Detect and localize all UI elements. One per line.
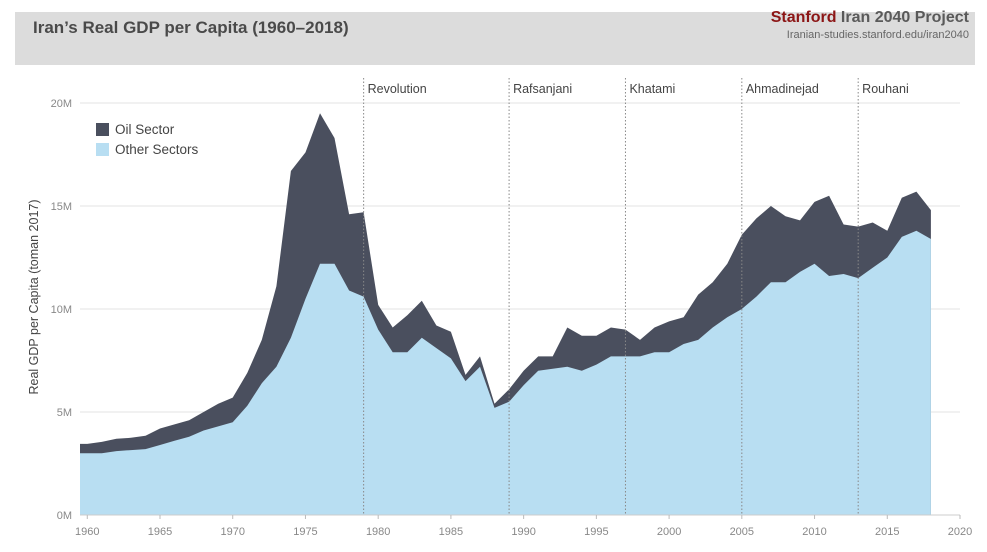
x-tick-label: 1990 <box>511 526 535 538</box>
x-tick-label: 1980 <box>366 526 390 538</box>
brand-name: Stanford Iran 2040 Project <box>771 9 969 27</box>
y-tick-label: 15M <box>51 201 72 213</box>
chart-areas <box>80 113 931 516</box>
legend-label-other: Other Sectors <box>115 142 199 157</box>
brand-block: Stanford Iran 2040 Project Iranian-studi… <box>771 9 969 41</box>
legend-swatch-other <box>96 143 109 156</box>
x-tick-label: 1985 <box>439 526 463 538</box>
x-axis-ticks: 1960 1965 1970 1975 1980 1985 1990 1995 2000 2005… <box>75 514 972 538</box>
y-tick-label: 20M <box>51 98 72 110</box>
chart-title: Iran’s Real GDP per Capita (1960–2018) <box>33 18 349 37</box>
era-label: Rafsanjani <box>513 82 572 96</box>
x-tick-label: 1995 <box>584 526 608 538</box>
era-label: Rouhani <box>862 82 909 96</box>
legend-swatch-oil <box>96 123 109 136</box>
chart-header <box>15 12 975 65</box>
era-label: Ahmadinejad <box>746 82 819 96</box>
brand-stanford: Stanford <box>770 9 837 26</box>
x-tick-label: 1960 <box>75 526 99 538</box>
x-tick-label: 2005 <box>730 526 754 538</box>
x-tick-label: 2015 <box>875 526 899 538</box>
era-markers: Revolution Rafsanjani Khatami Ahmadinejad Ro… <box>363 78 909 515</box>
y-axis-label: Real GDP per Capita (toman 2017) <box>27 199 41 394</box>
x-tick-label: 1970 <box>220 526 244 538</box>
era-label: Revolution <box>368 82 427 96</box>
y-tick-label: 0M <box>57 510 72 522</box>
legend: Oil Sector Other Sectors <box>96 122 199 157</box>
y-tick-label: 10M <box>51 304 72 316</box>
y-tick-label: 5M <box>57 407 72 419</box>
x-tick-label: 1965 <box>148 526 172 538</box>
brand-project: Iran 2040 Project <box>836 9 969 26</box>
x-tick-label: 2010 <box>802 526 826 538</box>
x-tick-label: 2000 <box>657 526 681 538</box>
brand-url[interactable]: Iranian-studies.stanford.edu/iran2040 <box>786 29 969 41</box>
x-tick-label: 1975 <box>293 526 317 538</box>
x-tick-label: 2020 <box>948 526 972 538</box>
other-sectors-area <box>80 230 931 515</box>
y-axis-ticks: 0M 5M 10M 15M 20M <box>51 98 72 522</box>
legend-label-oil: Oil Sector <box>115 122 175 137</box>
era-label: Khatami <box>629 82 675 96</box>
